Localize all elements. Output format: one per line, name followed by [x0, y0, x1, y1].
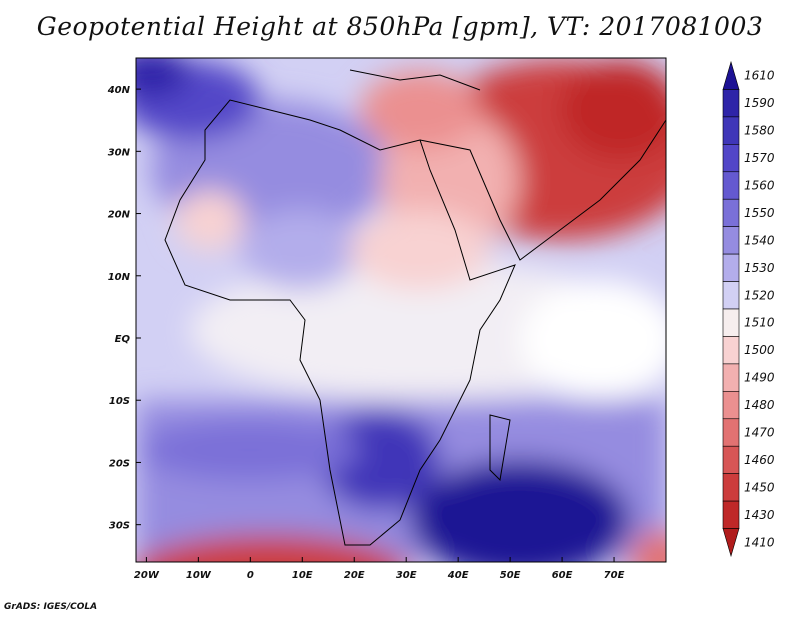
colorbar-label: 1590: [744, 96, 775, 110]
colorbar-swatch: [722, 473, 740, 502]
lon-tick-label: 10W: [186, 570, 212, 581]
height-field: [136, 58, 666, 562]
latitude-axis: 40N 30N 20N 10N EQ 10S 20S 30S: [107, 85, 141, 532]
colorbar-swatch: [722, 336, 740, 365]
longitude-axis: 20W 10W 0 10E 20E 30E 40E 50E 60E 70E: [134, 557, 625, 581]
lon-tick-label: 10E: [292, 570, 313, 581]
colorbar-swatch: [722, 89, 740, 118]
lat-tick-label: 40N: [107, 85, 131, 96]
lon-tick-label: 0: [247, 570, 254, 581]
lat-tick-label: 20S: [109, 458, 130, 469]
lat-tick-label: 10S: [109, 396, 130, 407]
colorbar-swatch: [722, 116, 740, 145]
lat-tick-label: EQ: [115, 334, 131, 345]
colorbar: 1610 1590 1580 1570 1560 1550 1540 1530 1520 1510…: [722, 60, 775, 558]
lon-tick-label: 30E: [396, 570, 417, 581]
lon-tick-label: 60E: [552, 570, 573, 581]
colorbar-swatch: [722, 198, 740, 227]
colorbar-label: 1460: [744, 453, 775, 467]
colorbar-label: 1480: [744, 398, 775, 412]
lon-tick-label: 50E: [500, 570, 521, 581]
colorbar-label: 1470: [744, 426, 775, 440]
lon-tick-label: 20E: [344, 570, 365, 581]
colorbar-swatch: [722, 253, 740, 282]
lat-tick-label: 30S: [109, 521, 130, 532]
colorbar-swatch: [722, 500, 740, 529]
lon-tick-label: 40E: [447, 570, 469, 581]
colorbar-swatch: [722, 226, 740, 255]
colorbar-label: 1520: [744, 288, 775, 302]
credit-text: GrADS: IGES/COLA: [4, 602, 98, 612]
colorbar-swatch: [722, 281, 740, 310]
coastlines: [164, 69, 666, 546]
colorbar-swatch: [722, 418, 740, 447]
colorbar-swatch: [722, 144, 740, 173]
colorbar-label: 1450: [744, 480, 775, 494]
colorbar-swatch: [722, 171, 740, 200]
lon-tick-label: 20W: [134, 570, 160, 581]
colorbar-swatch: [722, 60, 740, 90]
colorbar-label: 1570: [744, 151, 775, 165]
colorbar-label: 1410: [744, 535, 775, 549]
colorbar-label: 1550: [744, 206, 775, 220]
colorbar-label: 1610: [744, 69, 775, 83]
colorbar-swatch: [722, 391, 740, 420]
plot-frame: [135, 57, 667, 563]
lat-tick-label: 20N: [108, 210, 131, 221]
colorbar-swatch: [722, 445, 740, 474]
colorbar-label: 1530: [744, 261, 775, 275]
colorbar-label: 1560: [744, 179, 775, 193]
colorbar-label: 1430: [744, 508, 775, 522]
colorbar-label: 1500: [744, 343, 775, 357]
colorbar-swatch: [722, 528, 740, 558]
colorbar-swatch: [722, 308, 740, 337]
colorbar-label: 1490: [744, 371, 775, 385]
map-title: Geopotential Height at 850hPa [gpm], VT:…: [36, 12, 764, 41]
colorbar-label: 1580: [744, 124, 775, 138]
colorbar-swatch: [722, 363, 740, 392]
lon-tick-label: 70E: [604, 570, 625, 581]
lat-tick-label: 30N: [108, 147, 131, 158]
lat-tick-label: 10N: [108, 272, 131, 283]
colorbar-label: 1540: [744, 233, 775, 247]
colorbar-label: 1510: [744, 316, 775, 330]
